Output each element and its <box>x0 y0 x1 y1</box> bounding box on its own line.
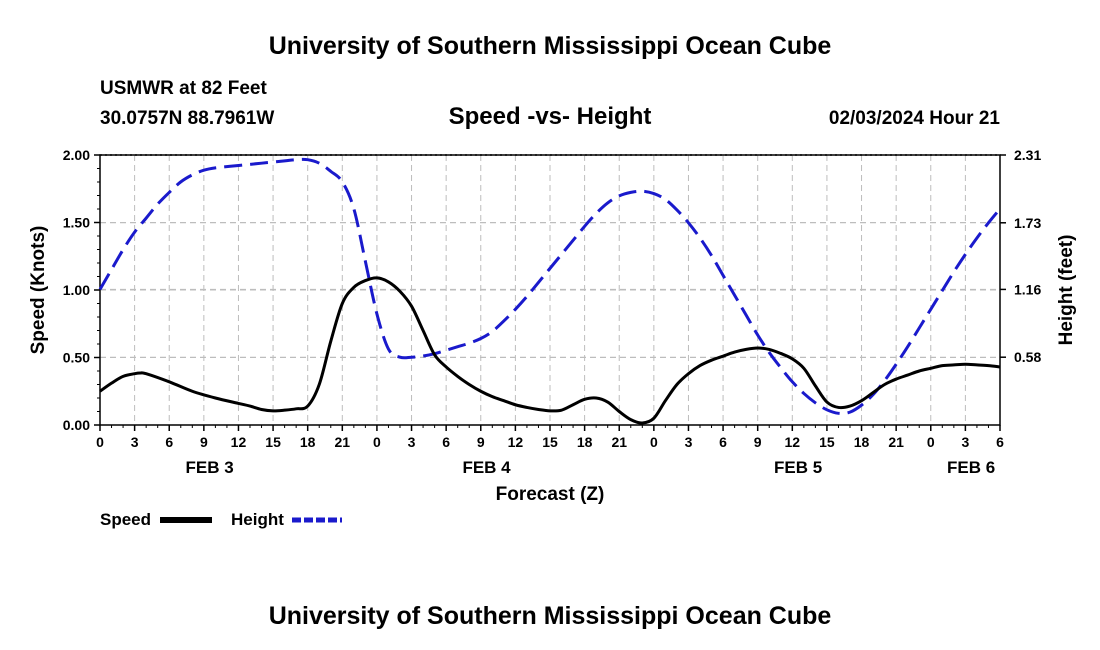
x-tick-label: 6 <box>442 434 450 450</box>
x-tick-label: 21 <box>611 434 627 450</box>
date-label: FEB 3 <box>186 458 234 477</box>
series <box>98 157 1002 425</box>
y-left-tick-label: 0.00 <box>63 417 90 433</box>
y-right-tick-label: 2.31 <box>1014 147 1041 163</box>
date-label: FEB 4 <box>462 458 511 477</box>
y-left-tick-label: 1.50 <box>63 215 90 231</box>
x-tick-label: 0 <box>373 434 381 450</box>
y-right-tick-label: 1.16 <box>1014 281 1041 297</box>
x-tick-label: 12 <box>785 434 801 450</box>
legend-speed-label: Speed <box>100 510 151 529</box>
y-left-tick-label: 1.00 <box>63 282 90 298</box>
axes: 0 3 6 9 12 15 18 21 0 3 6 9 12 15 18 21 0 3 6 9 12 15 18 21 0 3 6F… <box>63 147 1042 477</box>
chart-title: Speed -vs- Height <box>449 103 652 130</box>
x-tick-label: 21 <box>335 434 351 450</box>
x-tick-label: 3 <box>961 434 969 450</box>
x-tick-label: 0 <box>96 434 104 450</box>
grid <box>100 155 1000 425</box>
x-tick-label: 9 <box>477 434 485 450</box>
x-tick-label: 6 <box>996 434 1004 450</box>
x-tick-label: 15 <box>542 434 558 450</box>
station-label: USMWR at 82 Feet <box>100 78 267 99</box>
y-left-tick-label: 0.50 <box>63 350 90 366</box>
x-tick-label: 0 <box>650 434 658 450</box>
page-title: University of Southern Mississippi Ocean… <box>269 32 832 60</box>
x-tick-label: 12 <box>231 434 247 450</box>
y-axis-right-title: Height (feet) <box>1056 235 1077 346</box>
y-axis-left-title: Speed (Knots) <box>28 226 49 355</box>
x-tick-label: 3 <box>685 434 693 450</box>
x-tick-label: 12 <box>508 434 524 450</box>
date-label: FEB 6 <box>947 458 995 477</box>
x-tick-label: 18 <box>300 434 316 450</box>
x-axis-title: Forecast (Z) <box>496 484 605 505</box>
y-right-tick-label: 1.73 <box>1014 215 1041 231</box>
y-right-tick-label: 0.58 <box>1014 349 1041 365</box>
coordinates-label: 30.0757N 88.7961W <box>100 108 274 129</box>
footer-title: University of Southern Mississippi Ocean… <box>269 602 832 630</box>
legend-height-label: Height <box>231 510 284 529</box>
x-tick-label: 6 <box>719 434 727 450</box>
legend: Speed Height <box>100 510 342 529</box>
x-tick-label: 18 <box>854 434 870 450</box>
x-tick-label: 3 <box>408 434 416 450</box>
x-tick-label: 21 <box>888 434 904 450</box>
x-tick-label: 3 <box>131 434 139 450</box>
x-tick-label: 15 <box>265 434 281 450</box>
x-tick-label: 0 <box>927 434 935 450</box>
x-tick-label: 9 <box>200 434 208 450</box>
y-left-tick-label: 2.00 <box>63 147 90 163</box>
date-hour-label: 02/03/2024 Hour 21 <box>829 108 1001 129</box>
x-tick-label: 18 <box>577 434 593 450</box>
x-tick-label: 15 <box>819 434 835 450</box>
x-tick-label: 9 <box>754 434 762 450</box>
date-label: FEB 5 <box>774 458 822 477</box>
x-tick-label: 6 <box>165 434 173 450</box>
series-line-speed <box>99 276 1001 425</box>
series-line-height <box>98 157 1002 415</box>
